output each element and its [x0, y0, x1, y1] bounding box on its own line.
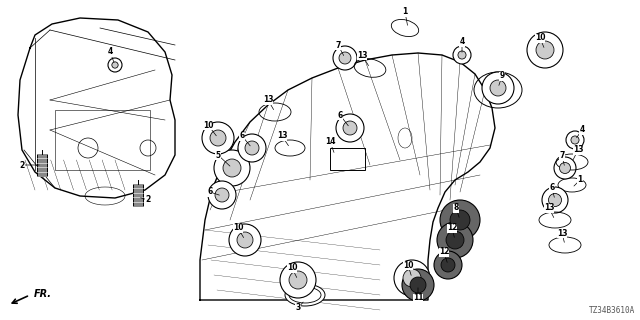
Text: TZ34B3610A: TZ34B3610A	[589, 306, 635, 315]
Text: 3: 3	[296, 303, 301, 313]
Text: 10: 10	[203, 121, 213, 130]
Circle shape	[482, 72, 514, 104]
Text: 7: 7	[559, 151, 564, 161]
Text: 13: 13	[557, 228, 567, 237]
Circle shape	[336, 114, 364, 142]
Circle shape	[566, 131, 584, 149]
Circle shape	[229, 224, 261, 256]
Circle shape	[434, 251, 462, 279]
Circle shape	[333, 46, 357, 70]
Circle shape	[548, 194, 561, 206]
Text: 13: 13	[573, 146, 583, 155]
Text: 10: 10	[287, 263, 297, 273]
Text: 13: 13	[544, 204, 554, 212]
Circle shape	[237, 232, 253, 248]
Circle shape	[490, 80, 506, 96]
Circle shape	[245, 141, 259, 155]
Bar	[55, 110, 150, 170]
Text: 1: 1	[403, 7, 408, 17]
Circle shape	[202, 122, 234, 154]
Circle shape	[208, 181, 236, 209]
Circle shape	[437, 222, 473, 258]
Text: 10: 10	[535, 34, 545, 43]
Circle shape	[289, 271, 307, 289]
Circle shape	[453, 46, 471, 64]
Circle shape	[446, 231, 464, 249]
Text: FR.: FR.	[34, 289, 52, 299]
Circle shape	[112, 62, 118, 68]
Text: 9: 9	[499, 71, 504, 81]
Text: 8: 8	[453, 204, 459, 212]
Text: 2: 2	[145, 196, 150, 204]
Circle shape	[542, 187, 568, 213]
Circle shape	[403, 269, 421, 287]
Circle shape	[527, 32, 563, 68]
Circle shape	[559, 163, 570, 173]
Circle shape	[441, 258, 455, 272]
Text: 13: 13	[276, 132, 287, 140]
Circle shape	[440, 200, 480, 240]
Circle shape	[339, 52, 351, 64]
Text: 4: 4	[579, 125, 584, 134]
Circle shape	[536, 41, 554, 59]
Circle shape	[410, 277, 426, 293]
Text: 4: 4	[460, 37, 465, 46]
Circle shape	[571, 136, 579, 144]
Text: 6: 6	[549, 183, 555, 193]
Text: 13: 13	[263, 95, 273, 105]
Circle shape	[458, 51, 466, 59]
Text: 12: 12	[447, 223, 457, 233]
Circle shape	[108, 58, 122, 72]
Circle shape	[238, 134, 266, 162]
Text: 10: 10	[233, 223, 243, 233]
Text: 5: 5	[216, 150, 221, 159]
Bar	[37, 154, 47, 176]
Text: 6: 6	[207, 188, 212, 196]
Text: 14: 14	[324, 138, 335, 147]
Circle shape	[394, 260, 430, 296]
Text: 12: 12	[439, 247, 449, 257]
Text: 11: 11	[413, 293, 423, 302]
Text: 1: 1	[577, 175, 582, 185]
Circle shape	[280, 262, 316, 298]
Text: 6: 6	[239, 132, 244, 140]
Ellipse shape	[285, 284, 325, 306]
Circle shape	[402, 269, 434, 301]
Circle shape	[223, 159, 241, 177]
Text: 2: 2	[19, 161, 24, 170]
Text: 6: 6	[337, 110, 342, 119]
Text: 13: 13	[356, 51, 367, 60]
Bar	[133, 184, 143, 206]
Circle shape	[215, 188, 229, 202]
Circle shape	[214, 150, 250, 186]
Text: 7: 7	[335, 41, 340, 50]
Text: 4: 4	[108, 47, 113, 57]
Circle shape	[554, 157, 576, 179]
Circle shape	[450, 210, 470, 230]
Text: 10: 10	[403, 260, 413, 269]
Bar	[330, 148, 365, 170]
Circle shape	[210, 130, 226, 146]
Circle shape	[343, 121, 357, 135]
